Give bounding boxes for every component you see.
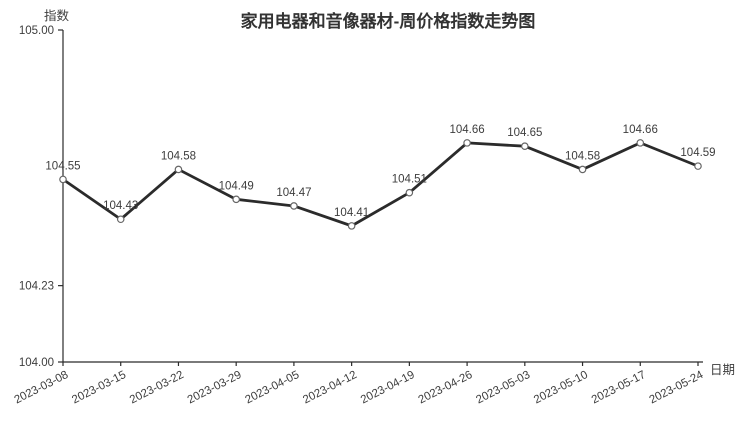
x-tick-label: 2023-05-10: [532, 369, 590, 406]
y-tick-label: 104.00: [19, 357, 54, 369]
data-point: [347, 222, 356, 230]
data-point-label: 104.41: [334, 207, 369, 219]
data-point: [59, 175, 67, 184]
data-point-label: 104.58: [565, 150, 600, 162]
x-tick-label: 2023-04-12: [301, 369, 359, 406]
data-point-label: 104.65: [507, 127, 542, 139]
y-tick-label: 104.23: [19, 281, 54, 293]
y-tick-label: 105.00: [19, 25, 54, 37]
x-tick-label: 2023-05-24: [647, 369, 705, 407]
data-point: [174, 165, 183, 174]
data-point-label: 104.58: [161, 150, 196, 162]
x-tick-label: 2023-03-15: [70, 369, 128, 406]
x-tick-label: 2023-05-17: [590, 369, 648, 406]
data-point-label: 104.66: [449, 124, 484, 136]
x-tick-label: 2023-05-03: [474, 369, 532, 406]
y-axis-label: 指数: [44, 9, 70, 23]
data-point-label: 104.43: [103, 200, 138, 212]
x-tick-label: 2023-03-08: [12, 369, 70, 406]
data-point-label: 104.66: [623, 124, 658, 136]
data-line: [61, 141, 700, 228]
data-point-label: 104.47: [276, 187, 311, 199]
data-point: [636, 139, 645, 147]
data-point: [405, 188, 414, 197]
chart-title: 家用电器和音像器材-周价格指数走势图: [240, 12, 536, 31]
data-point: [232, 195, 240, 204]
data-point-label: 104.55: [45, 160, 80, 172]
x-tick-label: 2023-04-19: [359, 369, 417, 406]
data-point: [578, 165, 587, 174]
x-tick-label: 2023-03-29: [186, 369, 244, 406]
data-point: [463, 139, 471, 147]
data-point: [290, 202, 298, 210]
data-point: [116, 215, 125, 224]
x-tick-label: 2023-04-26: [417, 369, 475, 406]
x-axis-label: 日期: [710, 363, 736, 377]
data-point: [521, 142, 529, 151]
data-point: [694, 162, 702, 170]
x-tick-label: 2023-03-22: [128, 369, 186, 406]
data-point-label: 104.51: [392, 174, 427, 186]
data-point-label: 104.49: [219, 180, 254, 192]
data-point-label: 104.59: [680, 147, 715, 159]
x-tick-label: 2023-04-05: [243, 369, 301, 406]
